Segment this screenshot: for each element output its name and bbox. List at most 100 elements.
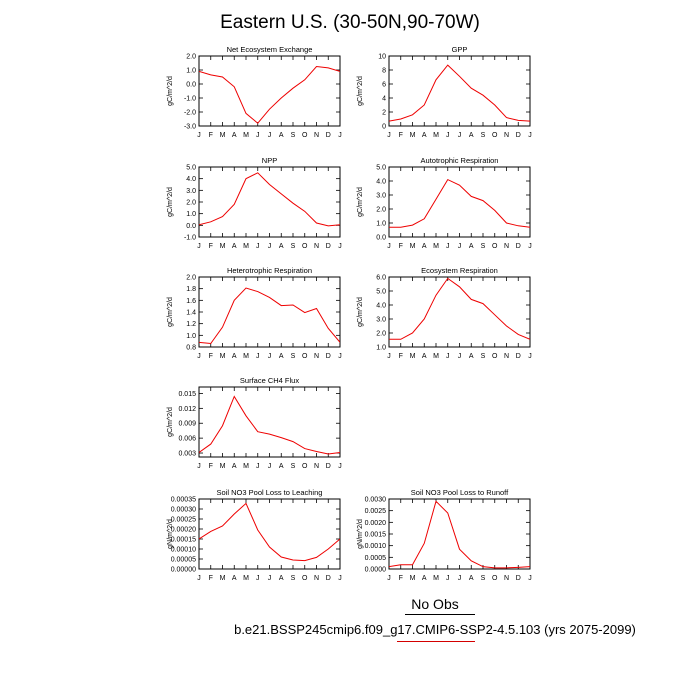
y-tick-label: 1.0 (186, 68, 196, 75)
plot-frame (198, 498, 341, 570)
x-tick-label: J (338, 463, 342, 470)
x-tick-label: M (243, 575, 249, 582)
y-tick-label: 3.0 (186, 188, 196, 195)
x-tick-label: N (314, 243, 319, 250)
x-tick-label: O (492, 243, 498, 250)
x-tick-label: M (433, 132, 439, 139)
x-tick-label: N (504, 353, 509, 360)
y-tick-label: 0.0000 (365, 567, 387, 574)
x-tick-label: J (458, 243, 462, 250)
x-tick-label: J (338, 132, 342, 139)
y-tick-label: 0.00020 (171, 527, 196, 534)
panel-title: Soil NO3 Pool Loss to Leaching (217, 488, 323, 497)
x-tick-label: N (504, 132, 509, 139)
x-tick-label: J (528, 132, 532, 139)
series-line (199, 502, 340, 562)
x-tick-label: A (422, 575, 427, 582)
x-tick-label: M (433, 353, 439, 360)
case-underline (397, 641, 475, 642)
x-tick-label: O (302, 132, 308, 139)
y-tick-label: 5.0 (376, 289, 386, 296)
x-tick-label: N (504, 575, 509, 582)
y-tick-label: 5.0 (186, 165, 196, 172)
panel-title: Heterotrophic Respiration (227, 266, 312, 275)
x-tick-label: A (422, 132, 427, 139)
y-tick-label: -1.0 (184, 96, 196, 103)
plot-frame (198, 386, 341, 458)
y-tick-label: 1.6 (186, 298, 196, 305)
x-tick-label: M (243, 132, 249, 139)
x-tick-label: M (220, 463, 226, 470)
y-tick-label: 2 (382, 110, 386, 117)
x-tick-label: O (492, 132, 498, 139)
x-tick-label: D (516, 132, 521, 139)
x-tick-label: S (481, 575, 486, 582)
y-tick-label: 1.2 (186, 321, 196, 328)
y-tick-label: 3.0 (376, 317, 386, 324)
x-tick-label: J (458, 353, 462, 360)
chart-panel: Autotrophic Respiration gC/m^2/d 0.0 1.0 2.0… (357, 156, 532, 250)
x-tick-label: J (458, 575, 462, 582)
x-tick-label: A (469, 575, 474, 582)
series-line (389, 277, 530, 340)
x-tick-label: D (326, 463, 331, 470)
x-tick-label: F (399, 132, 403, 139)
x-tick-label: A (232, 243, 237, 250)
x-tick-label: F (209, 243, 213, 250)
y-tick-label: 0.0020 (365, 520, 387, 527)
y-axis-label: gC/m^2/d (357, 297, 364, 327)
x-tick-label: O (302, 463, 308, 470)
y-tick-label: 10 (378, 54, 386, 61)
y-tick-label: 0.00015 (171, 537, 196, 544)
y-tick-label: 0.0 (186, 82, 196, 89)
x-tick-label: D (326, 132, 331, 139)
y-tick-label: 6.0 (376, 275, 386, 282)
x-tick-label: J (338, 353, 342, 360)
y-axis-label: gN/m^2/d (167, 519, 174, 549)
x-tick-label: A (279, 575, 284, 582)
x-tick-label: J (256, 243, 260, 250)
panel-title: Autotrophic Respiration (421, 156, 499, 165)
x-tick-label: J (528, 353, 532, 360)
series-line (199, 65, 340, 124)
chart-panel: Surface CH4 Flux gC/m^2/d 0.003 0.006 0.009 0… (167, 376, 342, 470)
y-tick-label: 4.0 (186, 176, 196, 183)
x-tick-label: A (279, 463, 284, 470)
panel-title: GPP (452, 45, 468, 54)
y-axis-label: gC/m^2/d (167, 76, 174, 106)
y-tick-label: 1.0 (376, 221, 386, 228)
y-tick-label: 0.00035 (171, 497, 196, 504)
plot-frame (198, 166, 341, 238)
y-tick-label: 0 (382, 124, 386, 131)
x-tick-label: D (516, 575, 521, 582)
y-tick-label: 2.0 (376, 207, 386, 214)
x-tick-label: N (314, 463, 319, 470)
plot-frame (388, 498, 531, 570)
x-tick-label: D (516, 353, 521, 360)
y-tick-label: 0.00030 (171, 507, 196, 514)
x-tick-label: O (302, 243, 308, 250)
y-tick-label: 2.0 (376, 331, 386, 338)
x-tick-label: J (256, 575, 260, 582)
x-tick-label: S (291, 132, 296, 139)
x-tick-label: J (387, 243, 391, 250)
y-tick-label: 5.0 (376, 165, 386, 172)
x-tick-label: J (446, 243, 450, 250)
y-tick-label: 1.4 (186, 310, 196, 317)
x-tick-label: J (268, 575, 272, 582)
x-tick-label: S (481, 243, 486, 250)
x-tick-label: D (326, 353, 331, 360)
series-line (199, 287, 340, 345)
series-line (389, 500, 530, 569)
y-tick-label: 1.0 (186, 333, 196, 340)
y-tick-label: 4.0 (376, 303, 386, 310)
x-tick-label: D (516, 243, 521, 250)
y-tick-label: -1.0 (184, 235, 196, 242)
x-tick-label: J (268, 463, 272, 470)
x-tick-label: S (291, 575, 296, 582)
x-tick-label: M (433, 243, 439, 250)
y-tick-label: 0.015 (178, 391, 196, 398)
x-tick-label: J (197, 575, 201, 582)
x-tick-label: M (220, 132, 226, 139)
